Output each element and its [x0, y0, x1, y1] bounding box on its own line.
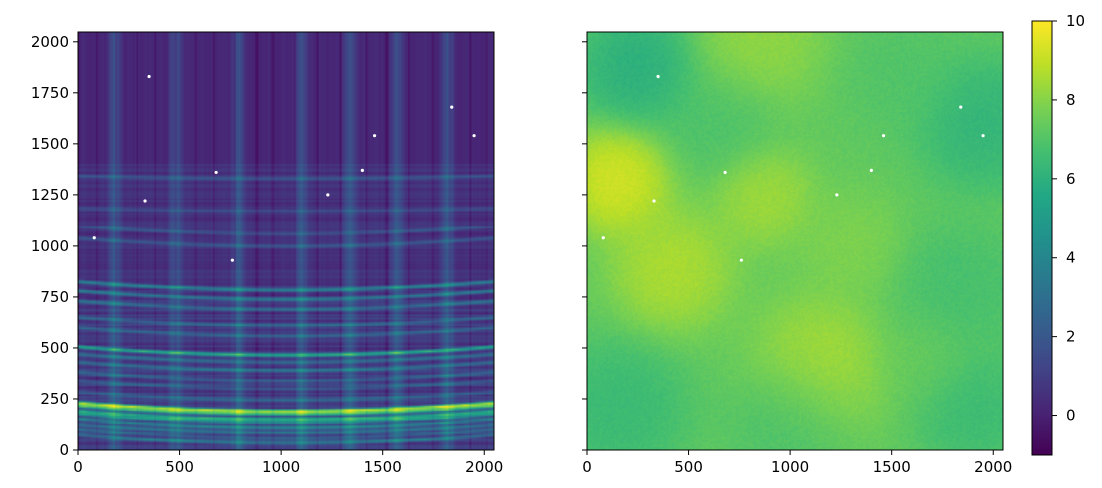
- x-tick-label: 2000: [465, 458, 503, 476]
- left-y-axis: 0 250 500 750 1000 1250 1500 1750 2000: [31, 33, 78, 459]
- colorbar: 0 2 4 6 8 10: [1031, 12, 1085, 456]
- colorbar-tick-label: 0: [1066, 407, 1076, 425]
- hot-pixel: [92, 236, 96, 240]
- colorbar-tick-label: 10: [1066, 12, 1085, 30]
- hot-pixel: [652, 199, 656, 203]
- right-hot-pixels: [601, 74, 985, 262]
- right-x-axis: 0 500 1000 1500 2000: [582, 450, 1012, 476]
- hot-pixel: [739, 258, 743, 262]
- left-hot-pixels: [92, 74, 476, 262]
- right-axes-frame: [586, 31, 1004, 451]
- y-tick-label: 500: [40, 339, 69, 357]
- hot-pixel: [869, 168, 873, 172]
- hot-pixel: [981, 134, 985, 138]
- hot-pixel: [372, 134, 377, 138]
- right-panel: 0 500 1000 1500 2000: [582, 31, 1012, 476]
- left-panel: 0 500 1000 1500 2000 0 250 500 750 1000 1250 1500 1…: [31, 31, 503, 476]
- left-image: [78, 32, 494, 450]
- x-tick-label: 1500: [364, 458, 402, 476]
- x-tick-label: 0: [582, 458, 592, 476]
- colorbar-body: [1031, 20, 1053, 456]
- right-image: [587, 32, 1003, 450]
- hot-pixel: [450, 105, 454, 109]
- y-tick-label: 1750: [31, 84, 69, 102]
- hot-pixel: [326, 193, 330, 197]
- hot-pixel: [143, 199, 147, 203]
- hot-pixel: [230, 258, 234, 262]
- y-tick-label: 1000: [31, 237, 69, 255]
- left-x-axis: 0 500 1000 1500 2000: [73, 450, 503, 476]
- y-tick-label: 1250: [31, 186, 69, 204]
- colorbar-tick-label: 6: [1066, 170, 1076, 188]
- x-tick-label: 0: [73, 458, 83, 476]
- y-tick-label: 2000: [31, 33, 69, 51]
- hot-pixel: [214, 170, 218, 175]
- x-tick-label: 500: [674, 458, 703, 476]
- hot-pixel: [472, 134, 476, 138]
- colorbar-tick-label: 4: [1066, 249, 1076, 267]
- x-tick-label: 1000: [262, 458, 300, 476]
- x-tick-label: 500: [165, 458, 194, 476]
- y-tick-label: 0: [59, 441, 69, 459]
- hot-pixel: [835, 193, 839, 197]
- colorbar-tick-label: 8: [1066, 91, 1076, 109]
- hot-pixel: [881, 134, 886, 138]
- colorbar-ticks: 0 2 4 6 8 10: [1052, 12, 1085, 425]
- hot-pixel: [147, 74, 151, 79]
- colorbar-tick-label: 2: [1066, 328, 1076, 346]
- left-axes-frame: [77, 31, 495, 451]
- x-tick-label: 2000: [974, 458, 1012, 476]
- hot-pixel: [723, 170, 727, 175]
- hot-pixel: [360, 168, 364, 172]
- x-tick-label: 1500: [873, 458, 911, 476]
- hot-pixel: [959, 105, 963, 109]
- hot-pixel: [601, 236, 605, 240]
- y-tick-label: 750: [40, 288, 69, 306]
- y-tick-label: 250: [40, 390, 69, 408]
- right-y-axis: [582, 41, 587, 451]
- y-tick-label: 1500: [31, 135, 69, 153]
- hot-pixel: [656, 74, 660, 79]
- x-tick-label: 1000: [771, 458, 809, 476]
